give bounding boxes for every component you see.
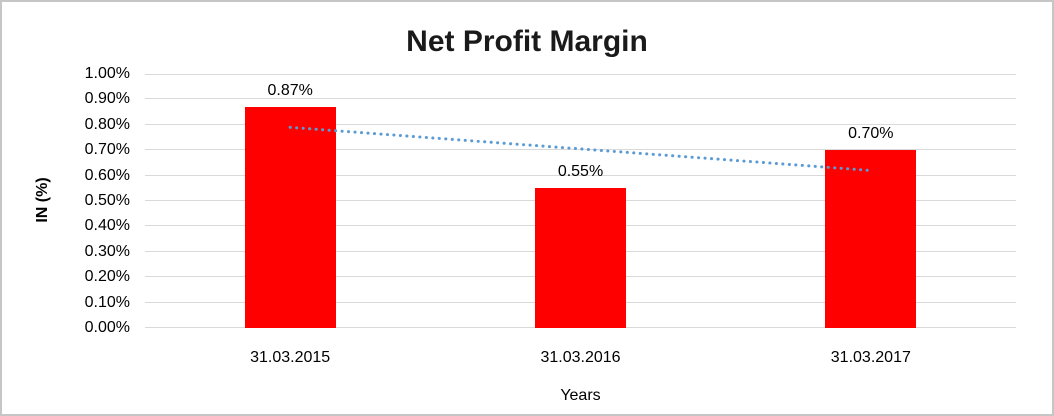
gridline: [145, 149, 1016, 151]
bar: [825, 150, 917, 328]
bar-value-label: 0.70%: [848, 125, 894, 143]
y-tick-label: 0.50%: [84, 192, 130, 209]
y-tick-label: 1.00%: [84, 65, 130, 82]
y-tick-label: 0.10%: [84, 293, 130, 311]
gridline: [145, 174, 1016, 176]
y-tick-label: 0.70%: [84, 141, 130, 159]
gridline: [145, 123, 1016, 125]
bar-value-label: 0.87%: [267, 82, 313, 100]
x-tick-label: 31.03.2015: [250, 349, 331, 366]
gridline: [145, 74, 1016, 75]
y-tick-label: 0.20%: [84, 268, 130, 286]
x-axis-title: Years: [560, 387, 601, 404]
plot-area: 0.87% 0.55% 0.70%: [145, 74, 1016, 328]
trendline: [288, 125, 873, 173]
y-tick-label: 0.40%: [84, 217, 130, 235]
chart-title: Net Profit Margin: [406, 25, 648, 58]
bar: [244, 107, 336, 328]
gridline: [145, 98, 1016, 100]
bar-value-label: 0.55%: [557, 163, 604, 181]
y-tick-label: 0.90%: [84, 90, 130, 108]
y-tick-label: 0.30%: [84, 242, 130, 260]
y-tick-label: 0.00%: [84, 319, 130, 336]
x-tick-label: 31.03.2016: [540, 349, 621, 366]
x-tick-label: 31.03.2017: [830, 349, 911, 366]
bar: [535, 188, 626, 328]
y-tick-label: 0.80%: [84, 115, 130, 133]
y-tick-label: 0.60%: [84, 166, 130, 184]
